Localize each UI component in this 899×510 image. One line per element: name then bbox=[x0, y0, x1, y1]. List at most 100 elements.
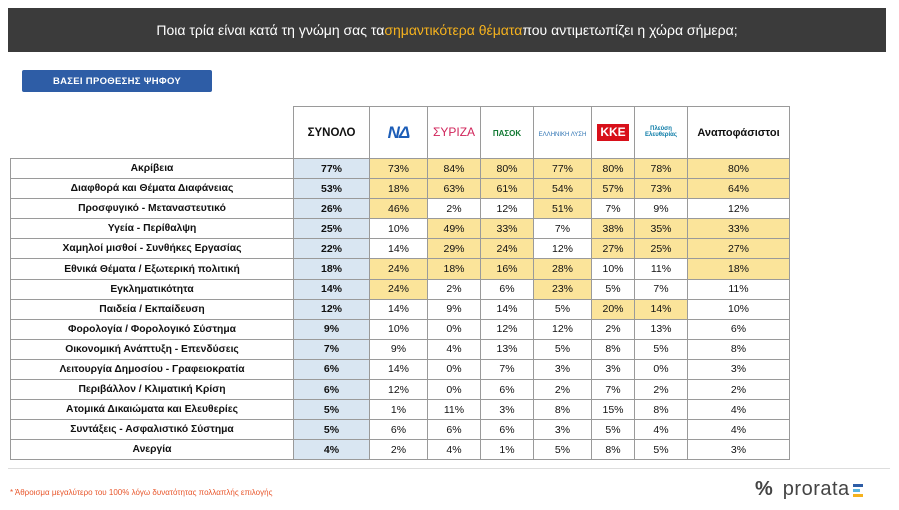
value-cell: 29% bbox=[427, 238, 481, 260]
value-cell: 16% bbox=[480, 258, 534, 280]
issue-label: Εγκληματικότητα bbox=[10, 278, 294, 300]
value-cell: 14% bbox=[369, 358, 428, 381]
value-cell: 3% bbox=[591, 358, 635, 381]
value-cell: 25% bbox=[634, 238, 688, 260]
value-cell: 0% bbox=[427, 379, 481, 401]
value-cell: 8% bbox=[591, 439, 635, 461]
value-cell: 49% bbox=[427, 218, 481, 240]
value-cell: 12% bbox=[533, 318, 592, 340]
issue-label: Εθνικά Θέματα / Εξωτερική πολιτική bbox=[10, 258, 294, 280]
brand-name: prorata bbox=[782, 478, 850, 500]
value-cell: 11% bbox=[427, 399, 481, 421]
value-cell: 8% bbox=[634, 399, 688, 421]
value-cell: 0% bbox=[634, 358, 688, 381]
value-cell: 1% bbox=[369, 399, 428, 421]
value-cell: 0% bbox=[427, 358, 481, 381]
issue-label: Ακρίβεια bbox=[10, 157, 294, 180]
value-cell: 3% bbox=[480, 399, 534, 421]
value-cell: 2% bbox=[427, 198, 481, 220]
value-cell: 46% bbox=[369, 198, 428, 220]
table-row: Εθνικά Θέματα / Εξωτερική πολιτική 18% 24%… bbox=[10, 258, 790, 280]
value-cell: 6% bbox=[369, 419, 428, 441]
issue-label: Ανεργία bbox=[10, 439, 294, 461]
value-cell: 24% bbox=[480, 238, 534, 260]
title-part-1: Ποια τρία είναι κατά τη γνώμη σας τα bbox=[156, 22, 385, 38]
value-cell: 14% bbox=[369, 238, 428, 260]
value-cell: 33% bbox=[687, 218, 790, 240]
value-cell: 8% bbox=[687, 338, 790, 360]
kke-logo: ΚΚΕ bbox=[597, 124, 629, 141]
value-cell: 8% bbox=[591, 338, 635, 360]
nd-logo: ΝΔ bbox=[387, 122, 411, 142]
title-part-2: που αντιμετωπίζει η χώρα σήμερα; bbox=[522, 22, 738, 38]
table-row: Παιδεία / Εκπαίδευση 12% 14% 9% 14% 5% 20% 14% 1… bbox=[10, 298, 790, 320]
value-cell: 12% bbox=[480, 198, 534, 220]
value-cell: 12% bbox=[533, 238, 592, 260]
table-row: Εγκληματικότητα 14% 24% 2% 6% 23% 5% 7% 11% bbox=[10, 278, 790, 300]
value-cell: 0% bbox=[427, 318, 481, 340]
value-cell: 7% bbox=[480, 358, 534, 381]
value-cell: 4% bbox=[427, 338, 481, 360]
value-cell: 64% bbox=[687, 178, 790, 200]
issue-label: Περιβάλλον / Κλιματική Κρίση bbox=[10, 379, 294, 401]
value-cell: 9% bbox=[369, 338, 428, 360]
col-header-pleusi: Πλεύση Ελευθερίας bbox=[634, 106, 688, 159]
table-row: Περιβάλλον / Κλιματική Κρίση 6% 12% 0% 6% 2% 7… bbox=[10, 379, 790, 401]
value-cell: 14% bbox=[634, 298, 688, 320]
value-cell: 80% bbox=[480, 157, 534, 180]
value-cell: 12% bbox=[480, 318, 534, 340]
table-row: Διαφθορά και Θέματα Διαφάνειας 53% 18% 63% 6… bbox=[10, 178, 790, 200]
table-row: Χαμηλοί μισθοί - Συνθήκες Εργασίας 22% 14%… bbox=[10, 238, 790, 260]
value-cell: 33% bbox=[480, 218, 534, 240]
value-cell: 24% bbox=[369, 258, 428, 280]
value-cell: 14% bbox=[369, 298, 428, 320]
value-cell: 18% bbox=[369, 178, 428, 200]
total-cell: 7% bbox=[293, 338, 370, 360]
issue-label: Υγεία - Περίθαλψη bbox=[10, 218, 294, 240]
value-cell: 51% bbox=[533, 198, 592, 220]
issue-label: Λειτουργία Δημοσίου - Γραφειοκρατία bbox=[10, 358, 294, 381]
title-highlight: σημαντικότερα θέματα bbox=[384, 22, 523, 38]
value-cell: 5% bbox=[634, 338, 688, 360]
value-cell: 2% bbox=[369, 439, 428, 461]
value-cell: 2% bbox=[687, 379, 790, 401]
total-cell: 22% bbox=[293, 238, 370, 260]
value-cell: 54% bbox=[533, 178, 592, 200]
value-cell: 7% bbox=[634, 278, 688, 300]
col-header-undecided: Αναποφάσιστοι bbox=[687, 106, 790, 159]
value-cell: 78% bbox=[634, 157, 688, 180]
value-cell: 13% bbox=[480, 338, 534, 360]
value-cell: 11% bbox=[687, 278, 790, 300]
value-cell: 11% bbox=[634, 258, 688, 280]
value-cell: 12% bbox=[369, 379, 428, 401]
value-cell: 5% bbox=[591, 419, 635, 441]
elliniki-lysi-logo: ΕΛΛΗΝΙΚΗ ΛΥΣΗ bbox=[538, 131, 587, 138]
col-header-total: ΣΥΝΟΛΟ bbox=[293, 106, 370, 159]
pleusi-logo: Πλεύση Ελευθερίας bbox=[645, 125, 677, 139]
value-cell: 10% bbox=[687, 298, 790, 320]
col-header-nd: ΝΔ bbox=[369, 106, 428, 159]
value-cell: 4% bbox=[687, 399, 790, 421]
value-cell: 5% bbox=[533, 298, 592, 320]
value-cell: 6% bbox=[480, 278, 534, 300]
value-cell: 10% bbox=[369, 318, 428, 340]
total-cell: 14% bbox=[293, 278, 370, 300]
value-cell: 73% bbox=[634, 178, 688, 200]
value-cell: 28% bbox=[533, 258, 592, 280]
footnote: * Άθροισμα μεγαλύτερο του 100% λόγω δυνα… bbox=[10, 488, 273, 497]
value-cell: 27% bbox=[687, 238, 790, 260]
total-cell: 5% bbox=[293, 399, 370, 421]
value-cell: 9% bbox=[634, 198, 688, 220]
footer-divider bbox=[8, 468, 890, 469]
subset-label: ΒΑΣΕΙ ΠΡΟΘΕΣΗΣ ΨΗΦΟΥ bbox=[22, 70, 212, 92]
total-cell: 9% bbox=[293, 318, 370, 340]
value-cell: 3% bbox=[533, 419, 592, 441]
total-cell: 6% bbox=[293, 358, 370, 381]
issue-label: Διαφθορά και Θέματα Διαφάνειας bbox=[10, 178, 294, 200]
brand-bars-icon bbox=[852, 482, 863, 498]
value-cell: 80% bbox=[591, 157, 635, 180]
value-cell: 20% bbox=[591, 298, 635, 320]
issue-label: Παιδεία / Εκπαίδευση bbox=[10, 298, 294, 320]
value-cell: 8% bbox=[533, 399, 592, 421]
value-cell: 5% bbox=[533, 338, 592, 360]
